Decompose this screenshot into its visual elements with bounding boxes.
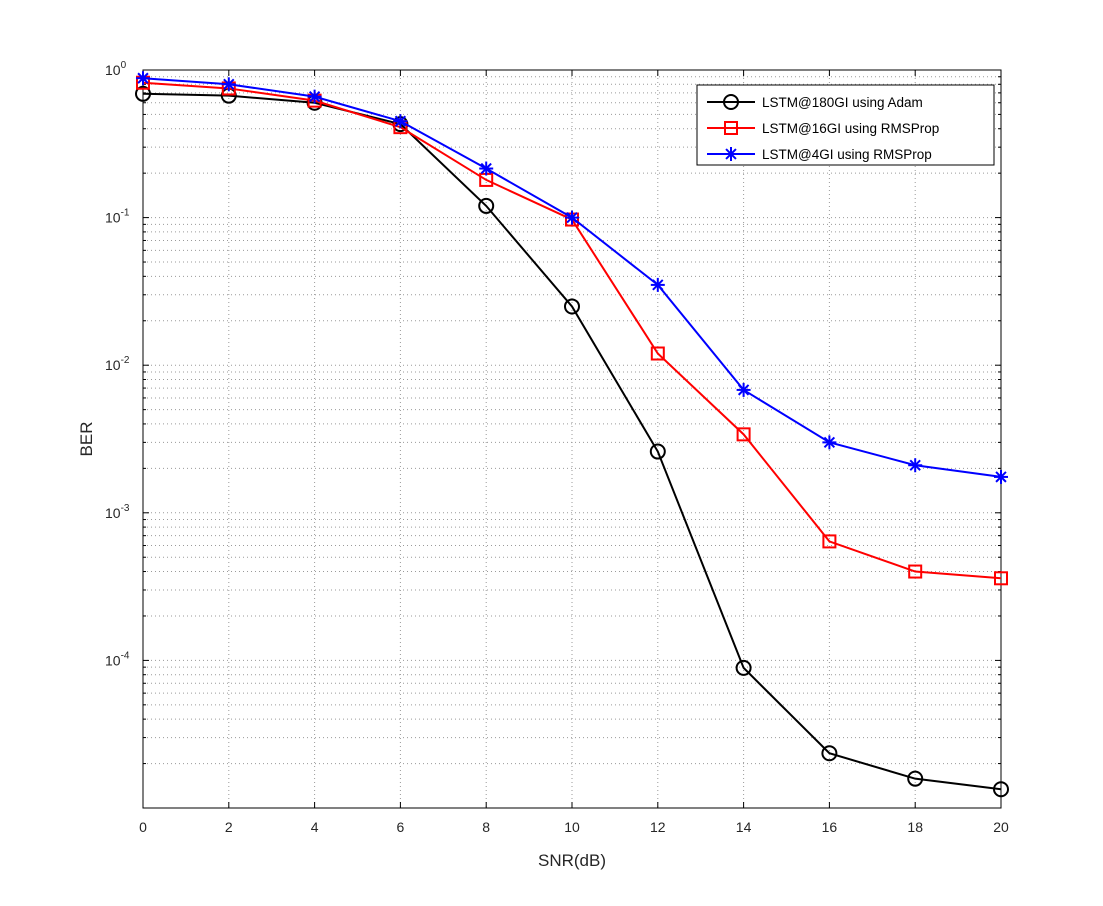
data-point — [908, 564, 923, 579]
legend: LSTM@180GI using Adam LSTM@16GI using RMS… — [696, 84, 995, 166]
data-point — [908, 458, 923, 473]
y-tick-label: 10-1 — [105, 208, 130, 226]
data-point — [650, 277, 665, 292]
x-tick-label: 10 — [564, 819, 580, 835]
legend-item: LSTM@180GI using Adam — [707, 94, 923, 110]
legend-box — [696, 84, 995, 166]
data-point — [565, 210, 579, 225]
data-point — [736, 382, 751, 397]
data-point — [135, 85, 151, 102]
data-point — [994, 469, 1008, 484]
data-point — [822, 534, 837, 549]
data-point — [649, 443, 666, 460]
x-tick-label: 12 — [650, 819, 666, 835]
data-point — [735, 659, 752, 676]
x-axis-title: SNR(dB) — [538, 851, 606, 870]
x-tick-label: 6 — [397, 819, 405, 835]
data-point — [393, 114, 408, 129]
data-point — [650, 346, 665, 361]
series-line — [142, 92, 1002, 791]
legend-marker — [724, 121, 738, 135]
x-tick-label: 14 — [736, 819, 752, 835]
x-tick-label: 18 — [907, 819, 923, 835]
y-tick-label: 10-4 — [105, 650, 130, 668]
legend-label: LSTM@4GI using RMSProp — [762, 147, 932, 162]
x-tick-label: 16 — [822, 819, 838, 835]
x-tick-label: 2 — [225, 819, 233, 835]
legend-item: LSTM@4GI using RMSProp — [707, 147, 932, 162]
series-1 — [135, 85, 1009, 798]
data-point — [478, 197, 495, 214]
y-tick-label: 10-3 — [105, 503, 130, 521]
data-point — [907, 770, 924, 787]
data-series — [135, 71, 1009, 798]
data-point — [993, 781, 1009, 798]
x-tick-label: 20 — [993, 819, 1009, 835]
y-tick-label: 100 — [105, 60, 127, 78]
y-tick-label: 10-2 — [105, 355, 130, 373]
data-point — [994, 571, 1008, 586]
x-tick-label: 4 — [311, 819, 319, 835]
legend-item: LSTM@16GI using RMSProp — [707, 121, 939, 136]
data-point — [479, 161, 494, 176]
data-point — [136, 71, 150, 86]
legend-label: LSTM@180GI using Adam — [762, 95, 923, 110]
data-point — [736, 427, 751, 442]
y-axis-title: BER — [77, 422, 96, 457]
series-3 — [136, 71, 1008, 484]
data-point — [821, 745, 838, 762]
x-tick-label: 8 — [482, 819, 490, 835]
data-point — [564, 298, 580, 315]
data-point — [822, 435, 837, 450]
legend-label: LSTM@16GI using RMSProp — [762, 121, 939, 136]
legend-marker — [723, 94, 739, 110]
data-point — [221, 77, 236, 92]
data-point — [307, 89, 322, 104]
legend-marker — [724, 147, 738, 161]
x-tick-label: 0 — [139, 819, 147, 835]
